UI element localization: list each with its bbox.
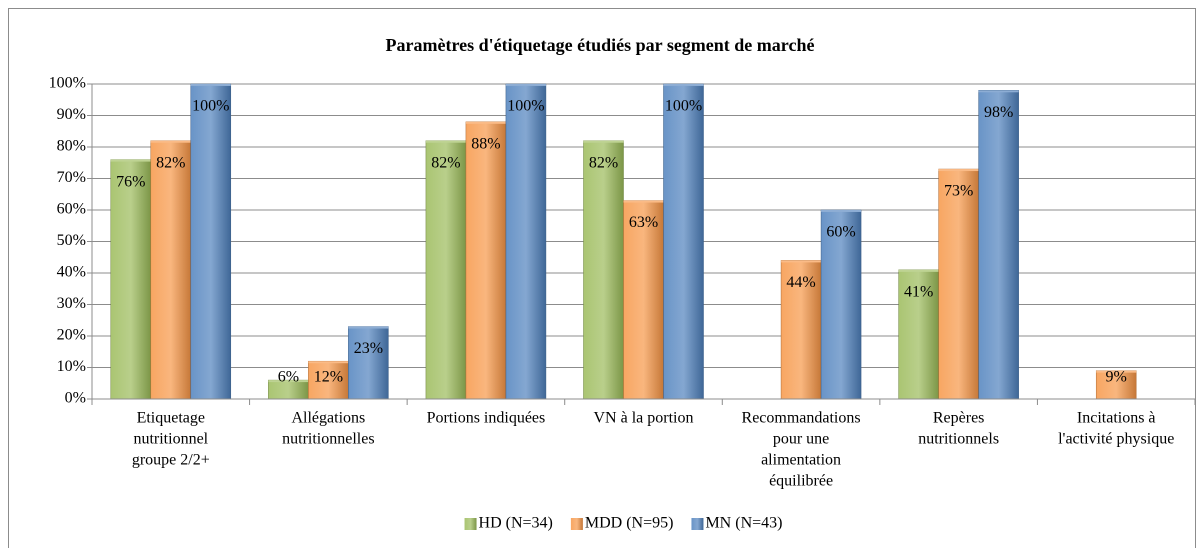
y-tick-label: 60%	[57, 201, 86, 218]
legend-item: MDD (N=95)	[570, 515, 674, 532]
y-tick-label: 40%	[57, 264, 86, 281]
data-label: 6%	[278, 369, 299, 386]
bar	[425, 140, 467, 400]
y-tick-label: 90%	[57, 106, 86, 123]
legend-item: HD (N=34)	[464, 515, 553, 532]
data-label: 82%	[156, 154, 185, 171]
chart-title: Paramètres d'étiquetage étudiés par segm…	[386, 35, 815, 55]
bar-top	[781, 260, 822, 263]
bar-top	[938, 169, 979, 172]
bar	[308, 360, 349, 400]
legend-label: HD (N=34)	[479, 515, 553, 532]
bar	[348, 326, 389, 400]
data-label: 76%	[116, 173, 145, 190]
y-tick-label: 70%	[57, 169, 86, 186]
x-tick-label: Incitations à	[1077, 410, 1156, 427]
data-label: 60%	[826, 224, 855, 241]
x-tick-label: Repères	[933, 410, 985, 427]
y-tick-label: 0%	[65, 390, 86, 407]
bar-top	[465, 121, 506, 124]
data-label: 100%	[507, 98, 544, 115]
x-tick-label: groupe 2/2+	[132, 452, 210, 469]
bar-top	[821, 210, 862, 212]
data-label: 82%	[431, 154, 460, 171]
bar	[465, 121, 507, 400]
data-label: 41%	[904, 284, 933, 301]
data-label: 100%	[665, 98, 702, 115]
bar-top	[978, 90, 1019, 93]
x-tick-label: l'activité physique	[1058, 431, 1174, 448]
legend-item: MN (N=43)	[691, 515, 782, 532]
bar	[820, 209, 862, 400]
bar-top	[268, 380, 309, 383]
x-tick-label: nutritionnelles	[282, 431, 374, 448]
bar-top	[190, 84, 231, 86]
bar-top	[663, 84, 704, 86]
data-label: 82%	[589, 154, 618, 171]
bar-top	[110, 159, 151, 162]
bar-top	[583, 140, 624, 143]
legend-swatch	[691, 518, 704, 530]
data-label: 73%	[944, 183, 973, 200]
x-tick-label: nutritionnel	[133, 431, 208, 448]
bar	[190, 83, 232, 400]
legend-swatch	[464, 518, 477, 530]
bar-top	[425, 140, 466, 143]
bar-top	[898, 269, 939, 272]
x-tick-label: Portions indiquées	[427, 410, 546, 427]
y-tick-label: 100%	[49, 75, 86, 92]
bar-top	[505, 84, 546, 86]
bar	[150, 140, 192, 400]
bar	[583, 140, 624, 400]
bar-top	[1096, 370, 1137, 373]
bar-top	[150, 140, 191, 143]
y-tick-label: 20%	[57, 327, 86, 344]
bar-top	[308, 361, 349, 364]
bar-top	[348, 326, 389, 329]
data-label: 23%	[354, 340, 383, 357]
x-tick-label: pour une	[773, 431, 829, 448]
x-tick-label: Etiquetage	[137, 410, 205, 427]
bar	[663, 83, 704, 400]
bar	[938, 168, 979, 400]
legend-swatch	[570, 518, 583, 530]
legend-label: MDD (N=95)	[585, 515, 674, 532]
bar	[898, 269, 939, 400]
legend-label: MN (N=43)	[705, 515, 782, 532]
data-label: 9%	[1106, 369, 1127, 386]
bar-top	[623, 200, 664, 203]
data-label: 100%	[192, 98, 229, 115]
x-tick-label: VN à la portion	[594, 410, 694, 427]
y-tick-label: 80%	[57, 138, 86, 155]
data-label: 63%	[629, 214, 658, 231]
data-label: 88%	[471, 135, 500, 152]
data-label: 44%	[786, 274, 815, 291]
x-tick-label: Allégations	[291, 410, 365, 427]
data-label: 12%	[314, 369, 343, 386]
x-tick-label: équilibrée	[769, 473, 833, 490]
y-tick-label: 30%	[57, 295, 86, 312]
bar	[110, 159, 152, 400]
bar	[978, 90, 1019, 400]
y-tick-label: 10%	[57, 358, 86, 375]
x-tick-label: alimentation	[761, 452, 841, 469]
x-tick-label: Recommandations	[742, 410, 861, 427]
bar	[505, 83, 547, 400]
data-label: 98%	[984, 104, 1013, 121]
y-tick-label: 50%	[57, 232, 86, 249]
x-tick-label: nutritionnels	[918, 431, 999, 448]
